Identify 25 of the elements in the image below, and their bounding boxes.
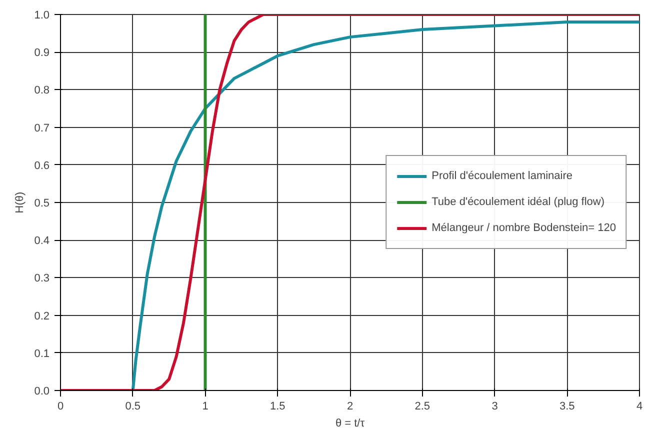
x-tick-label: 0.5: [125, 400, 141, 412]
y-tick-label: 0.7: [34, 122, 50, 134]
x-tick-label: 1.5: [270, 400, 286, 412]
y-tick-label: 0.8: [34, 84, 50, 97]
y-tick-label: 0.0: [34, 386, 50, 398]
x-tick-label: 3: [492, 400, 498, 412]
x-tick-label: 3.5: [559, 400, 575, 412]
legend-label: Profil d'écoulement laminaire: [432, 170, 573, 182]
legend-label: Tube d'écoulement idéal (plug flow): [432, 196, 605, 208]
x-tick-label: 2: [346, 400, 354, 412]
x-tick-label: 0: [57, 400, 64, 412]
x-tick-label: 4: [636, 400, 643, 412]
y-tick-label: 0.4: [34, 235, 50, 248]
y-tick-label: 0.2: [34, 310, 50, 322]
x-axis-title: θ = t/τ: [335, 418, 366, 430]
y-tick-label: 0.9: [34, 47, 50, 60]
y-tick-label: 1.0: [34, 10, 50, 22]
y-tick-label: 0.6: [34, 160, 50, 172]
legend-label: Mélangeur / nombre Bodenstein= 120: [432, 222, 616, 234]
x-tick-label: 1: [202, 400, 208, 412]
y-tick-label: 0.3: [34, 272, 50, 285]
y-tick-label: 0.1: [34, 348, 50, 360]
y-tick-label: 0.5: [34, 198, 50, 210]
y-axis-title: H(θ): [14, 192, 26, 214]
x-tick-label: 2.5: [414, 400, 430, 412]
